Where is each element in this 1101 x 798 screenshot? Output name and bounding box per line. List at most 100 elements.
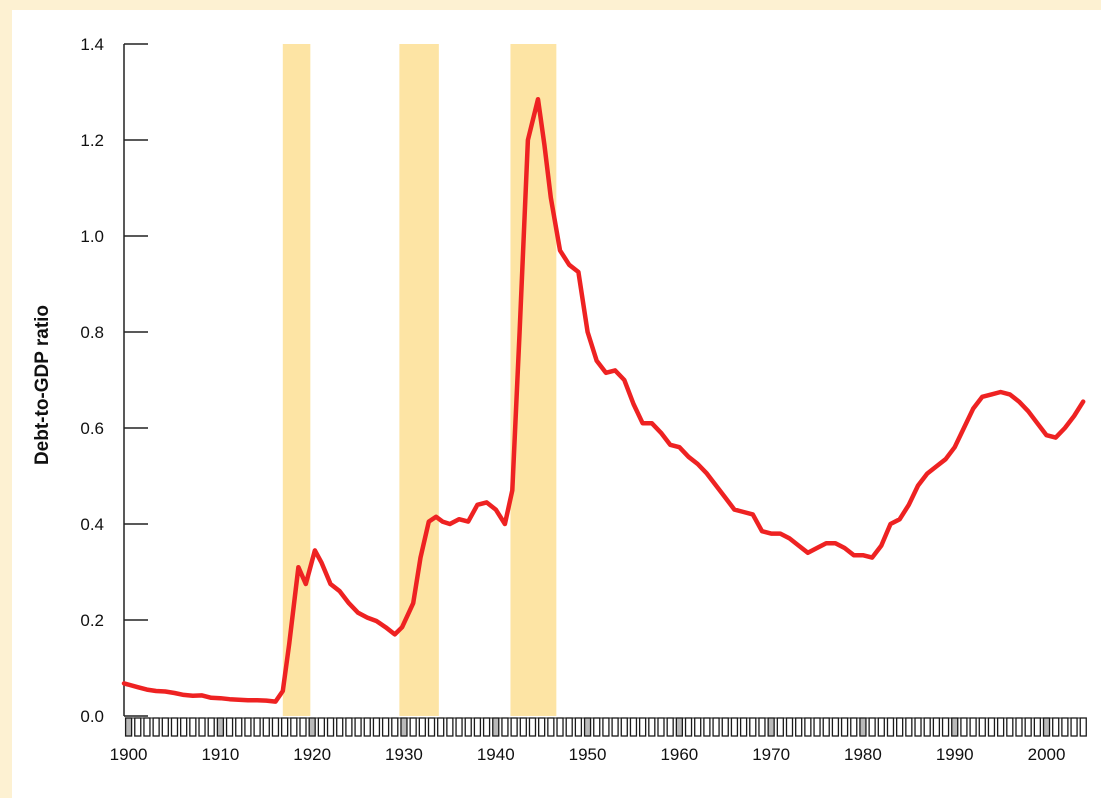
x-year-tick <box>813 717 821 737</box>
shaded-period-1 <box>282 44 311 716</box>
x-year-tick <box>244 717 252 737</box>
x-year-tick <box>170 717 179 737</box>
debt-ratio-line <box>121 96 1086 704</box>
y-tick-label: 1.4 <box>80 35 104 54</box>
x-year-tick <box>152 717 160 737</box>
x-tick-label: 1990 <box>936 745 974 764</box>
x-year-tick <box>941 717 950 737</box>
x-year-tick <box>886 717 895 737</box>
x-tick-label: 1930 <box>385 745 423 764</box>
x-year-tick <box>455 717 463 737</box>
x-year-tick <box>712 717 720 737</box>
x-year-tick <box>363 717 371 737</box>
y-tick-label: 0.4 <box>80 515 104 534</box>
x-year-tick <box>840 717 849 737</box>
x-year-tick <box>758 717 766 737</box>
x-year-tick <box>427 717 436 737</box>
x-tick-label: 1920 <box>293 745 331 764</box>
y-axis-title: Debt-to-GDP ratio <box>32 305 53 465</box>
x-decade-tick <box>583 717 592 737</box>
x-year-tick <box>317 717 326 737</box>
y-tick-label: 0.0 <box>80 707 104 726</box>
x-year-tick <box>721 717 729 737</box>
x-year-tick <box>648 717 656 737</box>
x-tick-label: 1910 <box>201 745 239 764</box>
x-year-tick <box>684 717 693 737</box>
x-year-tick <box>996 717 1005 737</box>
x-year-tick <box>822 717 830 737</box>
x-tick-label: 1970 <box>752 745 790 764</box>
x-year-tick <box>409 717 417 737</box>
x-year-tick <box>482 717 491 737</box>
x-year-tick <box>528 717 537 737</box>
x-year-tick <box>418 717 426 737</box>
x-year-tick <box>1006 717 1014 737</box>
x-year-tick <box>280 717 289 737</box>
x-year-tick <box>538 717 546 737</box>
x-year-tick <box>978 717 986 737</box>
x-year-tick <box>611 717 619 737</box>
y-tick-label: 0.8 <box>80 323 104 342</box>
x-year-tick <box>960 717 968 737</box>
x-year-tick <box>574 717 583 737</box>
x-year-tick <box>620 717 628 737</box>
x-year-tick <box>345 717 353 737</box>
x-year-tick <box>510 717 518 737</box>
x-year-tick <box>1070 717 1078 737</box>
x-decade-tick <box>767 717 775 737</box>
x-decade-tick <box>951 717 959 737</box>
x-year-tick <box>271 717 280 737</box>
x-year-tick <box>932 717 941 737</box>
x-decade-tick <box>1042 717 1051 737</box>
x-year-tick <box>730 717 739 737</box>
x-year-tick <box>602 717 610 737</box>
axes <box>123 43 1087 737</box>
x-year-tick <box>987 717 996 737</box>
x-decade-tick <box>124 717 133 737</box>
x-decade-tick <box>400 717 408 737</box>
x-year-tick <box>776 717 784 737</box>
x-year-tick <box>519 717 527 737</box>
x-decade-tick <box>308 717 316 737</box>
x-year-tick <box>473 717 482 737</box>
x-year-tick <box>703 717 711 737</box>
x-year-tick <box>785 717 794 737</box>
chart-frame: 0.0 0.2 0.4 0.6 0.8 1.0 1.2 1.4 1900 1910 1920 1930… <box>12 10 1101 798</box>
x-year-tick <box>593 717 601 737</box>
x-year-tick <box>1061 717 1069 737</box>
x-year-tick <box>354 717 362 737</box>
x-year-tick <box>290 717 298 737</box>
x-year-tick <box>446 717 454 737</box>
x-year-tick <box>804 717 812 737</box>
x-decade-tick <box>216 717 225 737</box>
x-year-tick <box>189 717 197 737</box>
x-year-tick <box>657 717 665 737</box>
x-year-tick <box>1015 717 1023 737</box>
x-tick-label: 2000 <box>1028 745 1066 764</box>
x-year-tick <box>262 717 270 737</box>
x-year-tick <box>969 717 977 737</box>
x-year-tick <box>225 717 234 737</box>
tick-labels: 0.0 0.2 0.4 0.6 0.8 1.0 1.2 1.4 1900 1910 1920 1930… <box>80 35 1065 764</box>
x-year-tick <box>638 717 647 737</box>
x-year-tick <box>253 717 261 737</box>
x-year-tick <box>161 717 169 737</box>
x-year-tick <box>1052 717 1060 737</box>
x-year-tick <box>391 717 399 737</box>
x-tick-label: 1900 <box>110 745 148 764</box>
y-tick-label: 0.2 <box>80 611 104 630</box>
x-year-tick <box>795 717 803 737</box>
x-year-tick <box>914 717 922 737</box>
x-year-tick <box>896 717 904 737</box>
x-year-tick <box>547 717 555 737</box>
x-year-tick <box>235 717 243 737</box>
y-tick-label: 1.0 <box>80 227 104 246</box>
x-tick-label: 1940 <box>477 745 515 764</box>
shaded-period-2 <box>399 44 439 716</box>
x-year-tick <box>556 717 564 737</box>
x-year-tick <box>437 717 445 737</box>
y-tick-label: 0.6 <box>80 419 104 438</box>
x-year-tick <box>923 717 931 737</box>
y-tick-label: 1.2 <box>80 131 104 150</box>
x-decade-tick <box>859 717 867 737</box>
